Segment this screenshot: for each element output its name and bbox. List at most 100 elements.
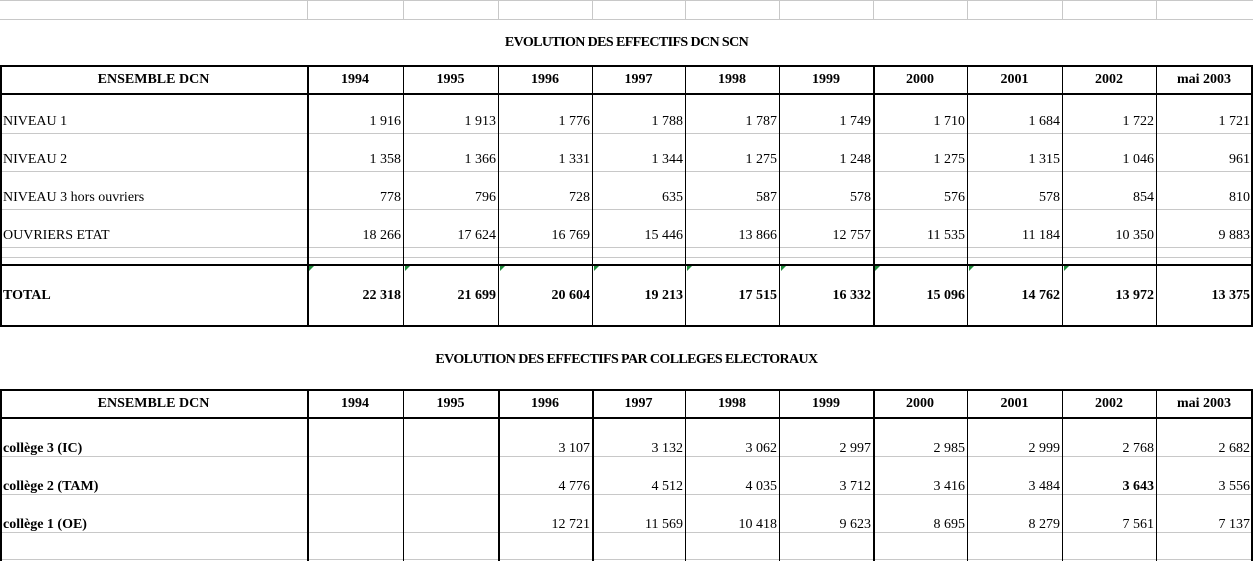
grid-line [0,257,1253,258]
table1-total-cell: 16 332 [832,288,872,303]
table2-column-line [1156,389,1157,561]
table2-cell: 7 561 [1122,517,1155,532]
table2-cell: 4 035 [745,479,778,494]
table1-cell: 1 788 [651,114,684,129]
table1-column-line [403,65,404,327]
table1-header-year: 1994 [341,72,369,87]
table1-cell: 1 749 [839,114,872,129]
table1-cell: 1 721 [1218,114,1251,129]
grid-line [0,171,1253,172]
grid-line [592,0,593,19]
table1-cell: 1 776 [558,114,591,129]
table1-total-cell: 14 762 [1021,288,1061,303]
table1-row-label: OUVRIERS ETAT [3,228,110,243]
table1-cell: 13 866 [738,228,778,243]
table1-cell: 778 [380,190,401,205]
table1-header-year: 1996 [531,72,559,87]
grid-line [0,532,1253,533]
table1-total-label: TOTAL [3,288,51,303]
cell-marker-icon [309,266,314,271]
table1-cell: 18 266 [362,228,402,243]
table1-cell: 961 [1229,152,1250,167]
table2-cell: 4 512 [651,479,684,494]
table1-cell: 578 [850,190,871,205]
cell-marker-icon [687,266,692,271]
cell-marker-icon [594,266,599,271]
table2-header-year: 2000 [906,396,934,411]
table1-cell: 15 446 [644,228,684,243]
table1-cell: 12 757 [832,228,872,243]
table1-header-year: 1999 [812,72,840,87]
table1-cell: 587 [756,190,777,205]
table2-column-line [307,389,309,561]
table2-cell: 4 776 [558,479,591,494]
table1-header-year: 2002 [1095,72,1123,87]
grid-line [403,0,404,19]
table2-cell: 3 643 [1122,479,1155,494]
table1-cell: 1 913 [464,114,497,129]
table2-cell: 3 132 [651,441,684,456]
table1-cell: 1 358 [369,152,402,167]
table2-row-label: collège 2 (TAM) [3,479,99,494]
table2-column-line [873,389,875,561]
table2-header-year: 1994 [341,396,369,411]
table1-column-line [779,65,780,327]
grid-line [0,456,1253,457]
cell-marker-icon [969,266,974,271]
table1-top-border [0,65,1253,67]
table1-cell: 11 535 [927,228,965,243]
grid-line [0,559,1253,560]
grid-line [779,0,780,19]
table2-cell [307,441,401,457]
table2-header-year: 1997 [624,396,653,411]
grid-line [873,0,874,19]
grid-line [0,209,1253,210]
table2-column-line [403,389,404,561]
table1-header-year: mai 2003 [1176,72,1232,87]
table1-bottom-border [0,325,1253,327]
table2-header-bottom-border [0,417,1253,419]
table2-header-year: 1995 [436,396,465,411]
table1-total-cell: 13 375 [1211,288,1251,303]
table1-cell: 1 275 [933,152,966,167]
table2-header-year: 1998 [718,396,746,411]
table2-cell: 10 418 [738,517,778,532]
cell-marker-icon [405,266,410,271]
grid-line [498,0,499,19]
table2-cell [307,517,401,533]
table1-total-cell: 20 604 [551,288,591,303]
cell-marker-icon [1064,266,1069,271]
table1-total-cell: 13 972 [1115,288,1155,303]
table1-cell: 1 366 [464,152,497,167]
table1-cell: 1 684 [1028,114,1061,129]
table1-cell: 1 315 [1028,152,1061,167]
table1-cell: 1 710 [933,114,966,129]
table2-column-line [685,389,686,561]
grid-line [0,494,1253,495]
table1-cell: 810 [1229,190,1250,205]
table2-cell [403,441,496,457]
table1-header-year: 2001 [1000,72,1029,87]
grid-line [0,19,1253,20]
table2-column-line [592,389,594,561]
table2-header-year: mai 2003 [1176,396,1232,411]
table2-cell: 2 682 [1218,441,1251,456]
table1-cell: 17 624 [457,228,497,243]
table2-cell: 3 712 [839,479,872,494]
table1-total-cell: 22 318 [362,288,402,303]
table2-header-year: 1999 [812,396,840,411]
table1-total-cell: 19 213 [644,288,684,303]
table1-total-top-border [0,264,1253,266]
table2-row-label: collège 3 (IC) [3,441,83,456]
table2-header-year: 2001 [1000,396,1029,411]
table1-cell: 1 722 [1122,114,1155,129]
table2-title: EVOLUTION DES EFFECTIFS PAR COLLEGES ELE… [435,352,818,367]
table2-right-border [1251,389,1253,561]
table2-header-year: 2002 [1095,396,1123,411]
table2-column-line [779,389,780,561]
grid-line [0,0,1253,1]
table1-cell: 1 046 [1122,152,1155,167]
table1-cell: 1 331 [558,152,591,167]
grid-line [0,247,1253,248]
